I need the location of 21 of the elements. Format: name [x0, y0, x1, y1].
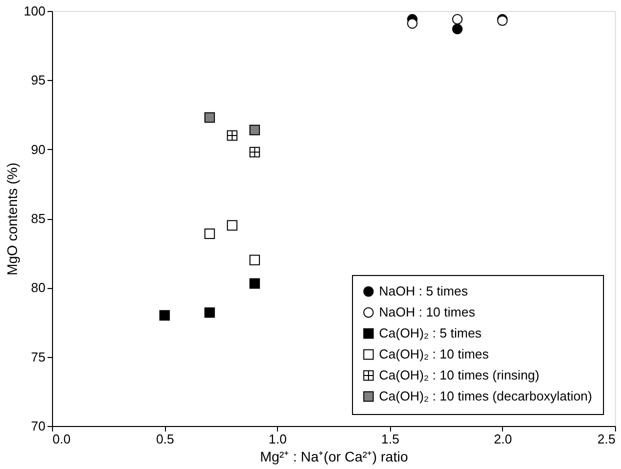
legend-label: Ca(OH)₂ : 10 times (decarboxylation)	[379, 388, 592, 404]
y-axis-title: MgO contents (%)	[4, 162, 20, 276]
y-tick-label: 95	[31, 72, 46, 88]
legend-label: NaOH : 5 times	[379, 284, 468, 298]
x-tick-label: 2.5	[597, 432, 616, 446]
legend-label: Ca(OH)₂ : 10 times	[379, 346, 490, 362]
x-tick-label: 2.0	[494, 432, 512, 446]
legend-label: NaOH : 10 times	[379, 304, 476, 320]
legend-label: Ca(OH)₂ : 10 times (rinsing)	[379, 368, 540, 382]
x-tick-label: 1.0	[268, 432, 287, 446]
x-tick-label: 1.5	[381, 432, 400, 446]
y-tick-label: 85	[31, 211, 46, 226]
x-tick-label: 0.5	[156, 432, 174, 446]
y-tick-label: 100	[24, 4, 46, 18]
y-tick-label: 80	[31, 280, 46, 296]
legend-label: Ca(OH)₂ : 5 times	[379, 326, 482, 340]
y-tick-label: 70	[31, 418, 46, 434]
y-tick-label: 75	[31, 349, 46, 364]
x-tick-label: 0.0	[52, 432, 71, 446]
x-axis-title: Mg²⁺ : Na⁺(or Ca²⁺) ratio	[260, 448, 408, 464]
y-tick-label: 90	[31, 142, 46, 157]
